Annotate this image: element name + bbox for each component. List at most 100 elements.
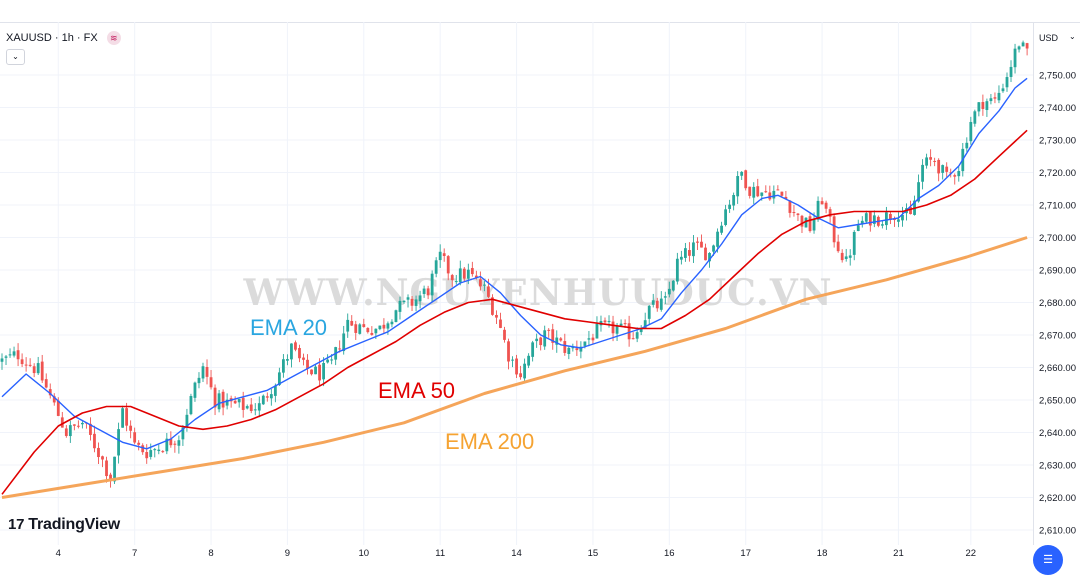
tradingview-logo: 17 TradingView — [8, 516, 120, 534]
candle-body — [611, 321, 615, 334]
candle-body — [382, 324, 386, 329]
candle-body — [852, 231, 856, 255]
candle-body — [696, 241, 699, 243]
candle-body — [370, 332, 374, 335]
candle-body — [12, 351, 16, 356]
candle-body — [864, 213, 868, 222]
candle-body — [398, 300, 402, 312]
candle-body — [221, 391, 225, 408]
candle-body — [659, 298, 663, 310]
candle-body — [973, 111, 977, 124]
candle-body — [989, 98, 993, 102]
candle-body — [89, 423, 92, 435]
x-tick-label: 15 — [588, 548, 599, 559]
candle-body — [378, 325, 382, 330]
candle-body — [716, 231, 719, 247]
candle-body — [105, 460, 108, 477]
candle-body — [808, 216, 812, 232]
candle-body — [81, 422, 84, 425]
candle-body — [326, 359, 330, 363]
candle-body — [595, 323, 599, 339]
candle-body — [824, 202, 828, 209]
currency-chevron-icon[interactable]: ⌄ — [1069, 32, 1076, 41]
candle-body — [671, 280, 675, 291]
candle-body — [121, 408, 124, 428]
candle-body — [563, 341, 567, 353]
symbol-header[interactable]: XAUUSD · 1h · FX ≋ — [6, 31, 121, 45]
candle-body — [478, 279, 482, 287]
candle-body — [450, 275, 454, 281]
candle-body — [209, 377, 213, 388]
candle-body — [615, 326, 619, 334]
candle-body — [511, 359, 514, 361]
candle-body — [921, 164, 924, 182]
candle-body — [177, 440, 181, 446]
candle-body — [619, 323, 623, 326]
candle-body — [543, 330, 547, 347]
candle-body — [265, 396, 269, 398]
candle-body — [607, 320, 611, 322]
candle-body — [20, 359, 24, 365]
indicator-badge-icon[interactable]: ≋ — [106, 31, 121, 45]
watermark-text: WWW.NGUYENHUUDUC.VN — [242, 272, 832, 314]
candle-body — [977, 102, 981, 112]
candle-body — [350, 320, 354, 326]
menu-fab-icon[interactable]: ☰ — [1033, 545, 1063, 575]
candle-body — [137, 442, 141, 445]
candle-body — [193, 382, 197, 398]
candle-body — [732, 195, 736, 206]
candle-body — [257, 403, 261, 411]
candle-body — [679, 256, 683, 260]
candle-body — [631, 338, 635, 340]
candle-body — [181, 427, 185, 440]
candle-body — [792, 212, 796, 214]
candle-body — [507, 341, 510, 362]
currency-label[interactable]: USD — [1039, 33, 1059, 43]
x-tick-label: 10 — [359, 548, 370, 559]
candle-body — [113, 456, 116, 482]
x-tick-label: 7 — [132, 548, 137, 559]
tradingview-logo-text: TradingView — [28, 516, 121, 533]
candle-body — [205, 366, 209, 377]
candle-body — [422, 288, 426, 294]
candle-body — [527, 355, 531, 366]
candle-body — [780, 191, 784, 196]
candle-body — [24, 364, 28, 366]
candle-body — [965, 142, 969, 149]
candle-body — [273, 385, 277, 396]
candle-body — [4, 356, 8, 358]
candle-body — [117, 429, 120, 456]
candle-body — [515, 358, 518, 375]
candle-body — [499, 319, 502, 328]
x-tick-label: 4 — [56, 548, 61, 559]
candle-body — [394, 310, 398, 323]
candle-body — [643, 320, 647, 329]
candle-body — [523, 363, 526, 379]
candle-body — [346, 319, 350, 332]
candle-body — [933, 160, 937, 162]
candle-body — [44, 379, 48, 388]
candle-body — [981, 102, 985, 109]
x-tick-label: 8 — [208, 548, 213, 559]
candle-body — [627, 323, 631, 340]
candle-body — [1009, 66, 1013, 77]
candle-body — [579, 346, 583, 352]
candle-body — [109, 474, 112, 482]
candle-body — [1001, 88, 1005, 92]
candle-body — [692, 242, 695, 257]
candle-body — [519, 373, 522, 378]
candle-body — [688, 250, 691, 256]
candle-body — [491, 297, 494, 315]
candle-body — [76, 425, 80, 427]
candle-body — [889, 213, 892, 220]
candle-body — [603, 320, 607, 323]
candle-body — [820, 201, 824, 205]
candle-body — [844, 256, 848, 259]
candle-body — [310, 369, 313, 375]
candle-body — [290, 343, 293, 360]
candle-body — [756, 186, 760, 197]
collapse-chevron-icon[interactable]: ⌄ — [6, 49, 25, 65]
x-tick-label: 11 — [435, 548, 445, 559]
y-tick-label: 2,670.00 — [1039, 331, 1076, 342]
